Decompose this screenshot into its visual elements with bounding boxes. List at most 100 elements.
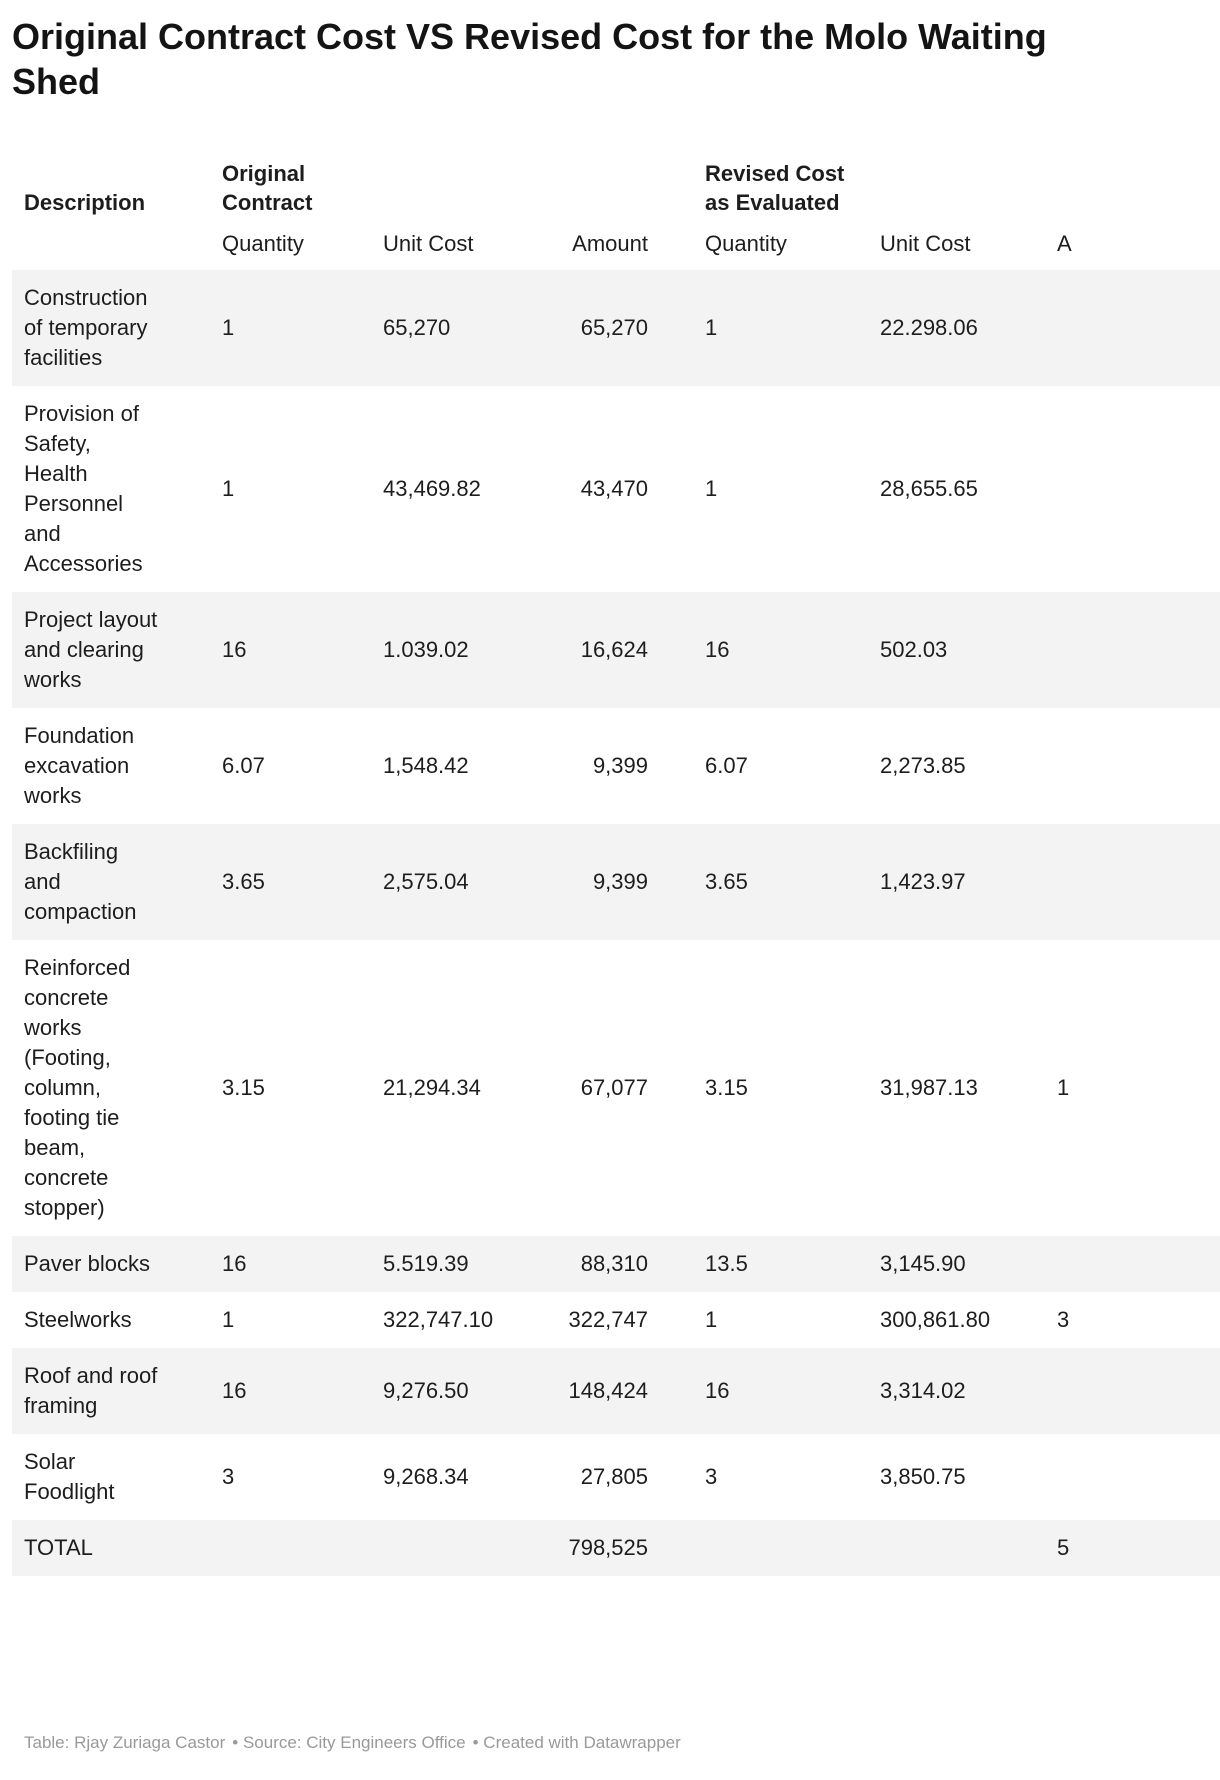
table-row: Foundation excavation works 6.07 1,548.4… (12, 708, 1220, 824)
cell-rev-amount-clipped (1045, 592, 1220, 708)
header-spacer (1045, 146, 1220, 221)
cell-rev-amount-clipped: 5 (1057, 1535, 1070, 1560)
cell-orig-amount: 67,077 (580, 1075, 648, 1100)
cell-orig-quantity: 16 (222, 1251, 247, 1276)
table-row: Reinforced concrete works (Footing, colu… (12, 940, 1220, 1236)
group-header-row: Description Original Contract Revised Co… (12, 146, 1220, 221)
sub-header-row: Quantity Unit Cost Amount Quantity Unit … (12, 221, 1220, 270)
footer: Table: Rjay Zuriaga Castor • Source: Cit… (12, 1732, 1208, 1780)
cell-rev-amount-clipped: 3 (1057, 1307, 1070, 1332)
cell-rev-quantity: 3.65 (705, 869, 748, 894)
cell-rev-quantity: 3.15 (705, 1075, 748, 1100)
cell-rev-quantity: 1 (705, 315, 718, 340)
cell-rev-quantity: 16 (705, 1378, 730, 1403)
table-row: Solar Foodlight 3 9,268.34 27,805 3 3,85… (12, 1434, 1220, 1520)
col-header-rev-unit-cost: Unit Cost (880, 231, 971, 256)
cell-orig-quantity: 1 (222, 315, 235, 340)
chart-title: Original Contract Cost VS Revised Cost f… (12, 16, 1047, 102)
cell-orig-unit-cost: 5.519.39 (383, 1251, 469, 1276)
col-header-orig-amount: Amount (572, 231, 648, 256)
footer-created-with-datawrapper[interactable]: • Created with Datawrapper (472, 1733, 681, 1752)
col-header-rev-quantity: Quantity (705, 231, 787, 256)
cost-comparison-table: Description Original Contract Revised Co… (12, 146, 1220, 1576)
cell-description: Paver blocks (24, 1251, 150, 1276)
cell-orig-unit-cost: 1.039.02 (383, 637, 469, 662)
cell-orig-unit-cost: 65,270 (383, 315, 451, 340)
cell-rev-quantity: 3 (705, 1464, 718, 1489)
cell-description: Backfiling and compaction (24, 839, 137, 924)
cell-rev-unit-cost: 28,655.65 (880, 476, 978, 501)
cell-rev-unit-cost: 1,423.97 (880, 869, 966, 894)
cell-rev-quantity: 1 (705, 1307, 718, 1332)
cell-orig-unit-cost: 9,268.34 (383, 1464, 469, 1489)
table-row: Paver blocks 16 5.519.39 88,310 13.5 3,1… (12, 1236, 1220, 1292)
cell-rev-amount-clipped (1045, 824, 1220, 940)
cell-orig-unit-cost: 21,294.34 (383, 1075, 481, 1100)
cell-orig-quantity (210, 1520, 371, 1576)
table-row: Project layout and clearing works 16 1.0… (12, 592, 1220, 708)
header-spacer (12, 221, 210, 270)
cell-orig-unit-cost: 2,575.04 (383, 869, 469, 894)
table-header: Description Original Contract Revised Co… (12, 146, 1220, 270)
header-spacer (868, 146, 1045, 221)
cell-rev-amount-clipped (1045, 270, 1220, 386)
cell-orig-amount: 9,399 (592, 753, 648, 778)
cell-description: Solar Foodlight (24, 1449, 115, 1504)
cell-description: Provision of Safety, Health Personnel an… (24, 401, 143, 576)
table-row: Roof and roof framing 16 9,276.50 148,42… (12, 1348, 1220, 1434)
col-header-orig-unit-cost: Unit Cost (383, 231, 474, 256)
cell-rev-unit-cost: 22.298.06 (880, 315, 978, 340)
cell-total-label: TOTAL (24, 1535, 93, 1560)
footer-source: • Source: City Engineers Office (232, 1733, 466, 1752)
table-container: Description Original Contract Revised Co… (12, 146, 1220, 1576)
cell-orig-unit-cost: 1,548.42 (383, 753, 469, 778)
cell-orig-amount: 65,270 (580, 315, 648, 340)
col-group-revised-cost: Revised Cost as Evaluated (705, 161, 845, 215)
table-body: Construction of temporary facilities 1 6… (12, 270, 1220, 1576)
cell-rev-unit-cost: 3,145.90 (880, 1251, 966, 1276)
table-row: Provision of Safety, Health Personnel an… (12, 386, 1220, 592)
cell-orig-amount: 16,624 (580, 637, 648, 662)
cell-rev-unit-cost: 3,314.02 (880, 1378, 966, 1403)
table-total-row: TOTAL 798,525 5 (12, 1520, 1220, 1576)
cell-description: Foundation excavation works (24, 723, 135, 808)
footer-table-credit: Table: Rjay Zuriaga Castor (24, 1733, 226, 1752)
cell-rev-unit-cost: 502.03 (880, 637, 948, 662)
cell-rev-unit-cost: 300,861.80 (880, 1307, 991, 1332)
cell-orig-amount-total: 798,525 (568, 1535, 648, 1560)
cell-orig-quantity: 1 (222, 1307, 235, 1332)
cell-rev-quantity: 1 (705, 476, 718, 501)
cell-rev-quantity (660, 1520, 868, 1576)
cell-orig-unit-cost: 322,747.10 (383, 1307, 494, 1332)
table-row: Steelworks 1 322,747.10 322,747 1 300,86… (12, 1292, 1220, 1348)
table-row: Construction of temporary facilities 1 6… (12, 270, 1220, 386)
cell-description: Construction of temporary facilities (24, 285, 148, 370)
cell-orig-quantity: 16 (222, 637, 247, 662)
cell-rev-quantity: 6.07 (705, 753, 748, 778)
col-header-description: Description (24, 190, 146, 215)
cell-rev-quantity: 13.5 (705, 1251, 748, 1276)
cell-orig-quantity: 16 (222, 1378, 247, 1403)
col-group-original-contract: Original Contract (222, 161, 313, 215)
cell-orig-unit-cost (371, 1520, 536, 1576)
cell-rev-quantity: 16 (705, 637, 730, 662)
cell-rev-amount-clipped (1045, 386, 1220, 592)
col-header-rev-amount-clipped: A (1057, 231, 1072, 256)
cell-description: Steelworks (24, 1307, 132, 1332)
cell-orig-quantity: 3.15 (222, 1075, 265, 1100)
cell-rev-amount-clipped (1045, 1434, 1220, 1520)
cell-rev-unit-cost: 2,273.85 (880, 753, 966, 778)
cell-orig-amount: 43,470 (580, 476, 648, 501)
cell-orig-unit-cost: 43,469.82 (383, 476, 481, 501)
cell-description: Roof and roof framing (24, 1363, 158, 1418)
cell-rev-unit-cost (868, 1520, 1045, 1576)
cell-rev-amount-clipped: 1 (1057, 1075, 1070, 1100)
cell-orig-quantity: 1 (222, 476, 235, 501)
cell-rev-amount-clipped (1045, 1236, 1220, 1292)
cell-orig-quantity: 3.65 (222, 869, 265, 894)
cell-rev-amount-clipped (1045, 708, 1220, 824)
header-spacer (536, 146, 660, 221)
table-row: Backfiling and compaction 3.65 2,575.04 … (12, 824, 1220, 940)
cell-orig-quantity: 3 (222, 1464, 235, 1489)
